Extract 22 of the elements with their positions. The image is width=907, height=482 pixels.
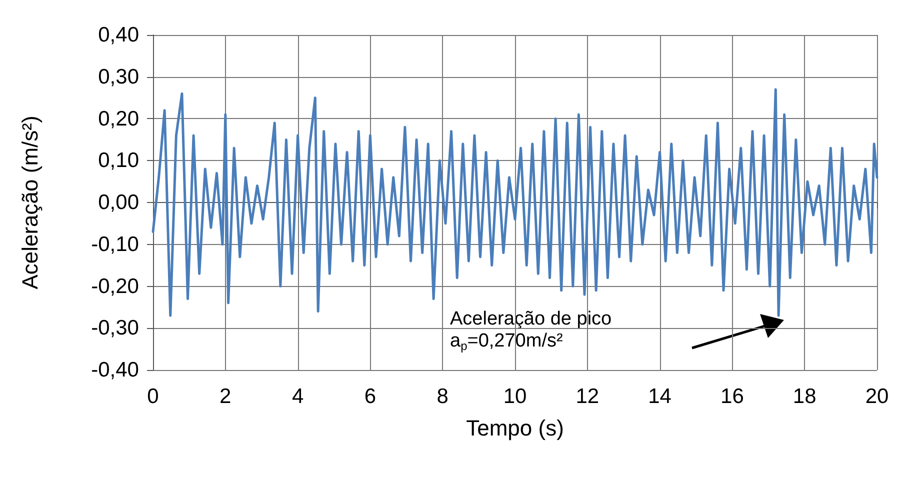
- x-tick-label: 12: [576, 385, 600, 408]
- y-tick-label: 0,10: [98, 149, 139, 172]
- x-tick-label: 10: [503, 385, 527, 408]
- x-tick-label: 2: [220, 385, 232, 408]
- x-tick-label: 0: [147, 385, 159, 408]
- x-tick-label: 16: [720, 385, 744, 408]
- x-tick-label: 14: [648, 385, 672, 408]
- x-tick-label: 20: [865, 385, 889, 408]
- y-tick-label: -0,20: [91, 274, 139, 298]
- y-tick-label: 0,40: [98, 24, 139, 46]
- y-tick-label: 0,00: [98, 191, 139, 214]
- y-tick-label: -0,30: [91, 316, 139, 340]
- y-tick-label: -0,40: [91, 358, 139, 382]
- y-tick-label: -0,10: [91, 232, 139, 256]
- y-tick-label: 0,20: [98, 107, 139, 130]
- y-tick-label: 0,30: [98, 65, 139, 88]
- y-axis-title: Aceleração (m/s²): [18, 116, 42, 290]
- x-axis-title: Tempo (s): [466, 416, 564, 440]
- x-tick-label: 6: [364, 385, 376, 408]
- x-tick-label: 18: [792, 385, 816, 408]
- x-tick-label: 8: [436, 385, 448, 408]
- x-tick-label: 4: [292, 385, 304, 408]
